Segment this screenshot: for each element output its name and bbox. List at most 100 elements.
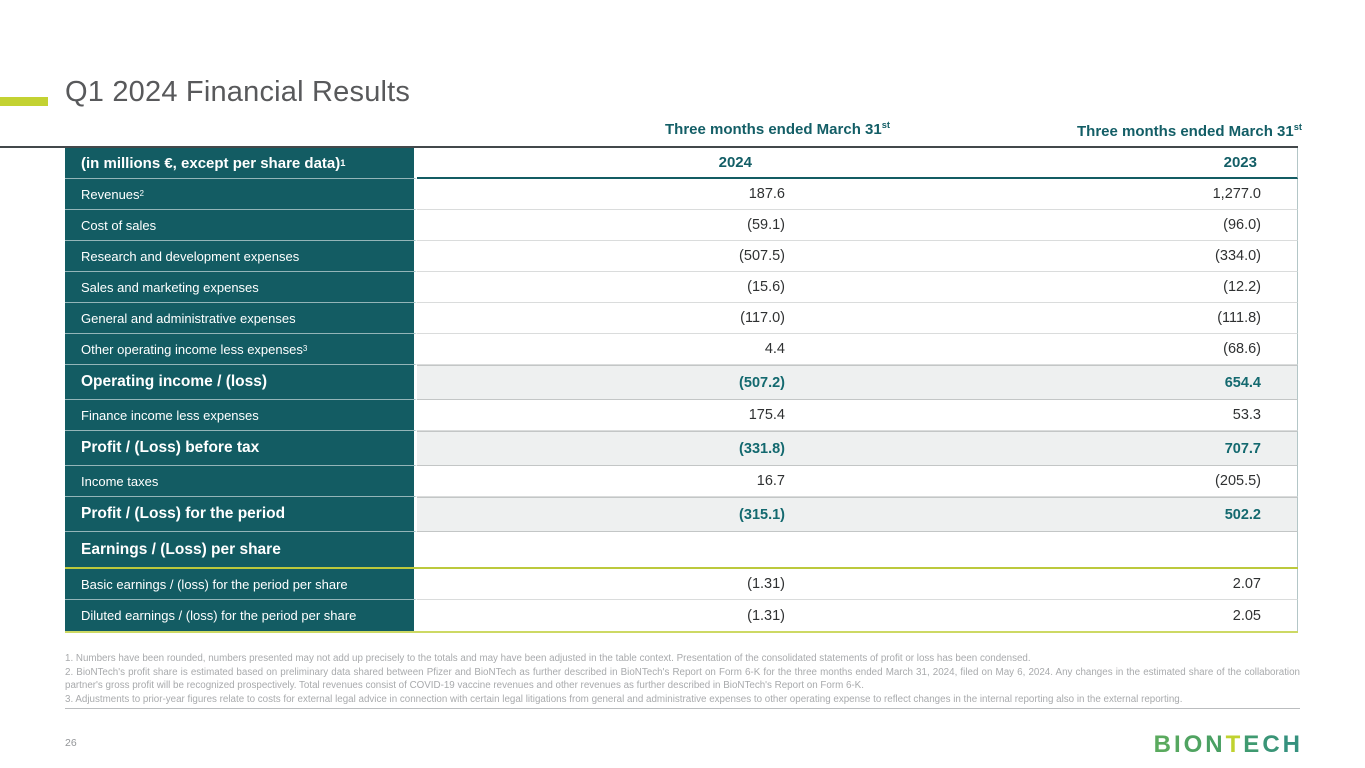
table-row: Basic earnings / (loss) for the period p… [65, 569, 1298, 600]
value-2024: (315.1) [739, 506, 785, 523]
row-values: (1.31) 2.07 [417, 569, 1298, 600]
row-label: Other operating income less expenses 3 [65, 334, 417, 365]
logo-letter: I [1173, 731, 1184, 758]
value-2024: (117.0) [740, 310, 785, 326]
title-accent-bar [0, 97, 48, 106]
row-label: Finance income less expenses [65, 400, 417, 431]
table-row: Research and development expenses (507.5)… [65, 241, 1298, 272]
table-top-rule [0, 146, 1298, 148]
row-values: (507.5) (334.0) [417, 241, 1298, 272]
period-header-2023: Three months ended March 31st [882, 122, 1302, 140]
footnote: 2. BioNTech's profit share is estimated … [65, 666, 1300, 692]
row-values: (59.1) (96.0) [417, 210, 1298, 241]
table-row: Revenues 2 187.6 1,277.0 [65, 179, 1298, 210]
row-label: Profit / (Loss) for the period [65, 497, 417, 532]
row-values: (507.2) 654.4 [417, 365, 1298, 400]
row-label: Research and development expenses [65, 241, 417, 272]
value-2024: (507.2) [739, 374, 785, 391]
value-2024: 187.6 [748, 186, 785, 202]
table-row: Operating income / (loss) (507.2) 654.4 [65, 365, 1298, 400]
row-values: 187.6 1,277.0 [417, 179, 1298, 210]
value-2023: (12.2) [1223, 279, 1261, 295]
table-row: General and administrative expenses (117.… [65, 303, 1298, 334]
row-label: Sales and marketing expenses [65, 272, 417, 303]
financial-table: (in millions €, except per share data) 1 … [65, 148, 1298, 633]
value-2024: 4.4 [764, 341, 785, 357]
table-header-row: (in millions €, except per share data) 1 … [65, 148, 1298, 179]
footnotes: 1. Numbers have been rounded, numbers pr… [65, 652, 1300, 709]
table-row: Income taxes 16.7 (205.5) [65, 466, 1298, 497]
row-values: 175.4 53.3 [417, 400, 1298, 431]
row-values: (1.31) 2.05 [417, 600, 1298, 631]
value-2023: 53.3 [1232, 407, 1261, 423]
value-2024: 175.4 [748, 407, 785, 423]
period-header-2023-sup: st [1293, 122, 1302, 132]
row-values: (117.0) (111.8) [417, 303, 1298, 334]
row-values: (15.6) (12.2) [417, 272, 1298, 303]
period-header-2024-text: Three months ended March 31 [665, 121, 882, 138]
value-2023: (68.6) [1223, 341, 1261, 357]
value-2024: (331.8) [739, 440, 785, 457]
biontech-logo: BIONTECH [1154, 731, 1303, 759]
logo-letter: C [1262, 731, 1283, 758]
value-2023: 707.7 [1224, 440, 1261, 457]
period-header-2024: Three months ended March 31st [470, 120, 890, 138]
value-2024: (507.5) [739, 248, 785, 264]
row-values [417, 532, 1298, 567]
table-header-label: (in millions €, except per share data) 1 [65, 148, 417, 179]
row-label: Diluted earnings / (loss) for the period… [65, 600, 417, 631]
period-header-2024-sup: st [881, 120, 890, 130]
row-label: General and administrative expenses [65, 303, 417, 334]
row-label: Revenues 2 [65, 179, 417, 210]
table-row: Sales and marketing expenses (15.6) (12.2) [65, 272, 1298, 303]
table-row: Profit / (Loss) before tax (331.8) 707.7 [65, 431, 1298, 466]
value-2023: 502.2 [1224, 506, 1261, 523]
value-2023: 654.4 [1224, 374, 1261, 391]
value-2024: (1.31) [747, 607, 785, 624]
row-values: (331.8) 707.7 [417, 431, 1298, 466]
value-2023: (334.0) [1215, 248, 1261, 264]
value-2024: (15.6) [747, 279, 785, 295]
row-label: Basic earnings / (loss) for the period p… [65, 569, 417, 600]
table-header-label-text: (in millions €, except per share data) [81, 154, 341, 172]
row-label: Profit / (Loss) before tax [65, 431, 417, 466]
logo-letter: O [1183, 731, 1206, 758]
column-header-2023: 2023 [1223, 154, 1257, 171]
table-row: Earnings / (Loss) per share [65, 532, 1298, 569]
column-header-2024: 2024 [718, 154, 752, 171]
table-row: Other operating income less expenses 3 4.4… [65, 334, 1298, 365]
value-2023: (111.8) [1217, 310, 1261, 326]
row-label: Income taxes [65, 466, 417, 497]
value-2024: (1.31) [747, 576, 785, 592]
table-row: Profit / (Loss) for the period (315.1) 502… [65, 497, 1298, 532]
row-values: (315.1) 502.2 [417, 497, 1298, 532]
value-2024: (59.1) [747, 217, 785, 233]
logo-letter: B [1153, 731, 1174, 758]
table-row: Diluted earnings / (loss) for the period… [65, 600, 1298, 633]
page-number: 26 [65, 737, 77, 749]
logo-letter: T [1225, 731, 1244, 758]
table-row: Cost of sales (59.1) (96.0) [65, 210, 1298, 241]
value-2023: 1,277.0 [1212, 186, 1261, 202]
footnote: 3. Adjustments to prior-year figures rel… [65, 694, 1183, 706]
table-header-values: 2024 2023 [417, 148, 1298, 179]
value-2023: 2.05 [1232, 607, 1261, 624]
row-values: 16.7 (205.5) [417, 466, 1298, 497]
value-2023: 2.07 [1232, 576, 1261, 592]
logo-letter: H [1282, 731, 1303, 758]
value-2023: (205.5) [1215, 473, 1261, 489]
page-title: Q1 2024 Financial Results [65, 76, 411, 108]
row-label: Earnings / (Loss) per share [65, 532, 417, 567]
table-body: Revenues 2 187.6 1,277.0 Cost of sales (59.1)… [65, 179, 1298, 633]
logo-letter: E [1243, 731, 1263, 758]
table-row: Finance income less expenses 175.4 53.3 [65, 400, 1298, 431]
row-label: Operating income / (loss) [65, 365, 417, 400]
value-2023: (96.0) [1223, 217, 1261, 233]
value-2024: 16.7 [756, 473, 785, 489]
logo-letter: N [1205, 731, 1226, 758]
period-header-2023-text: Three months ended March 31 [1077, 123, 1294, 140]
footnote: 1. Numbers have been rounded, numbers pr… [65, 653, 1031, 664]
row-label: Cost of sales [65, 210, 417, 241]
row-values: 4.4 (68.6) [417, 334, 1298, 365]
